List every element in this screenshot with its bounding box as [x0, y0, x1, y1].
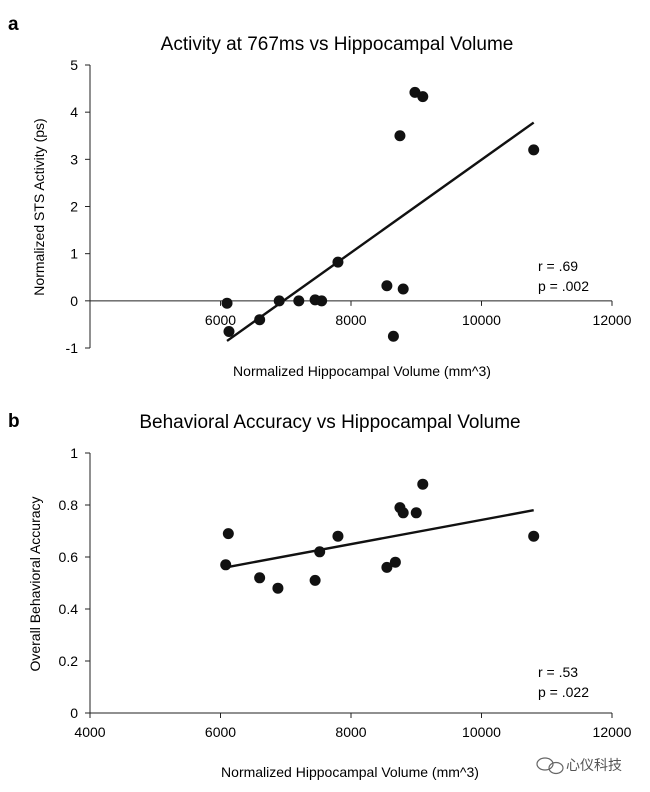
panel-b-data-point: [309, 574, 321, 586]
panel-b-data-point: [417, 478, 429, 490]
panel-a: a Activity at 767ms vs Hippocampal Volum…: [8, 14, 632, 379]
panel-a-data-point: [223, 325, 235, 337]
panel-a-y-tick-label: 0: [70, 293, 78, 309]
panel-a-trendline: [226, 121, 535, 342]
panel-a-y-axis-label: Normalized STS Activity (ps): [31, 118, 47, 295]
panel-b-y-tick-label: 0.4: [59, 601, 79, 617]
panel-a-data-point: [387, 330, 399, 342]
panel-b-data-point: [314, 546, 326, 558]
panel-b-x-tick-label: 4000: [74, 724, 105, 740]
panel-b-y-tick-label: 0.2: [59, 653, 79, 669]
panel-b-y-axis-label: Overall Behavioral Accuracy: [27, 496, 43, 671]
panel-a-data-point: [293, 295, 305, 307]
panel-b-y-tick-label: 0: [70, 705, 78, 721]
panel-a-letter: a: [8, 14, 19, 35]
panel-b-data-point: [222, 528, 234, 540]
watermark: 心仪科技: [536, 757, 622, 775]
panel-b-data-point: [381, 561, 393, 573]
panel-b-x-tick-label: 12000: [593, 724, 632, 740]
panel-a-data-point: [417, 91, 429, 103]
chat-bubble-icon: [536, 757, 564, 775]
panel-b-data-point: [332, 530, 344, 542]
panel-a-y-tick-label: 5: [70, 57, 78, 73]
panel-a-title: Activity at 767ms vs Hippocampal Volume: [161, 34, 514, 55]
panel-a-r-value: r = .69: [538, 258, 578, 274]
panel-b-marks: 0 0.2 0.4 0.6 0.8 1 4000 6000 8000 10000 12000: [59, 445, 632, 740]
panel-a-y-tick-label: 2: [70, 199, 78, 215]
panel-b-data-point: [272, 582, 284, 594]
panel-a-x-tick-label: 12000: [593, 312, 632, 328]
panel-a-y-tick-label: 3: [70, 151, 78, 167]
panel-a-y-tick-label: 4: [70, 104, 78, 120]
panel-a-data-point: [316, 295, 328, 307]
panel-b-y-tick-label: 1: [70, 445, 78, 461]
panel-a-p-value: p = .002: [538, 278, 589, 294]
panel-b-data-point: [389, 556, 401, 568]
panel-b-title: Behavioral Accuracy vs Hippocampal Volum…: [139, 412, 520, 433]
panel-a-data-point: [528, 144, 540, 156]
panel-b-y-tick-label: 0.8: [59, 497, 79, 513]
panel-b-data-point: [254, 572, 266, 584]
panel-b-data-point: [528, 530, 540, 542]
panel-b: b Behavioral Accuracy vs Hippocampal Vol…: [8, 411, 632, 780]
panel-b-p-value: p = .022: [538, 684, 589, 700]
panel-a-marks: -1 0 1 2 3 4 5 6000 8000 10000 12000: [66, 57, 632, 356]
panel-a-data-point: [254, 314, 266, 326]
panel-a-data-point: [381, 280, 393, 292]
panel-a-x-tick-label: 10000: [462, 312, 501, 328]
panel-b-letter: b: [8, 411, 20, 432]
panel-a-data-point: [273, 295, 285, 307]
panel-a-data-point: [394, 130, 406, 142]
panel-a-y-tick-label: 1: [70, 246, 78, 262]
panel-a-y-tick-label: -1: [66, 340, 79, 356]
panel-b-data-point: [410, 507, 422, 519]
panel-a-x-tick-label: 8000: [335, 312, 366, 328]
panel-a-data-point: [397, 283, 409, 295]
watermark-text: 心仪科技: [566, 757, 622, 773]
panel-a-data-point: [332, 256, 344, 268]
panel-b-y-tick-label: 0.6: [59, 549, 79, 565]
panel-b-data-point: [220, 559, 232, 571]
panel-a-x-axis-label: Normalized Hippocampal Volume (mm^3): [233, 363, 491, 379]
panel-b-trendline: [225, 509, 534, 569]
panel-b-r-value: r = .53: [538, 664, 578, 680]
panel-b-x-tick-label: 6000: [205, 724, 236, 740]
panel-b-data-point: [397, 507, 409, 519]
panel-b-x-tick-label: 8000: [335, 724, 366, 740]
panel-a-data-point: [221, 297, 233, 309]
panel-a-x-tick-label: 6000: [205, 312, 236, 328]
panel-b-x-axis-label: Normalized Hippocampal Volume (mm^3): [221, 764, 479, 780]
panel-b-x-tick-label: 10000: [462, 724, 501, 740]
